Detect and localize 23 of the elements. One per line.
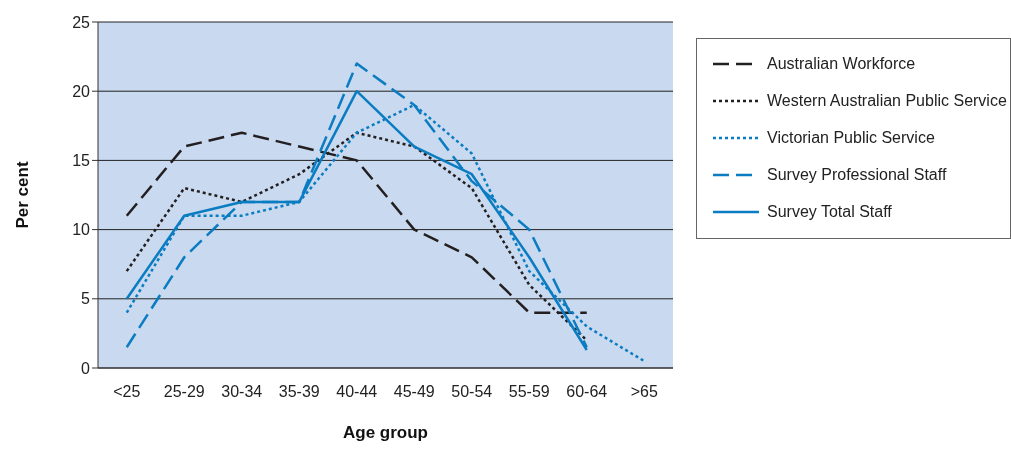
x-tick-label: 35-39 [278,383,320,401]
legend-label: Western Australian Public Service [767,91,1007,110]
x-tick-label: 55-59 [508,383,550,401]
x-tick-label: 45-49 [393,383,435,401]
legend-label: Australian Workforce [767,54,916,73]
y-tick-label: 20 [72,82,91,100]
y-tick-label: 10 [72,221,91,239]
y-axis-title: Per cent [13,161,33,229]
y-tick-label: 25 [72,13,91,31]
x-tick-label: <25 [113,383,141,401]
legend-label: Survey Total Staff [767,202,892,221]
x-tick-label: 50-54 [451,383,493,401]
legend-label: Victorian Public Service [767,128,935,147]
x-tick-label: 30-34 [221,383,263,401]
x-axis-title: Age group [343,423,428,442]
y-tick-label: 0 [81,359,91,377]
legend-label: Survey Professional Staff [767,165,947,184]
x-tick-label: 60-64 [566,383,608,401]
x-tick-label: 40-44 [336,383,378,401]
x-tick-label: 25-29 [163,383,205,401]
x-tick-label: >65 [630,383,658,401]
y-tick-label: 5 [81,290,91,308]
y-tick-label: 15 [72,152,91,170]
